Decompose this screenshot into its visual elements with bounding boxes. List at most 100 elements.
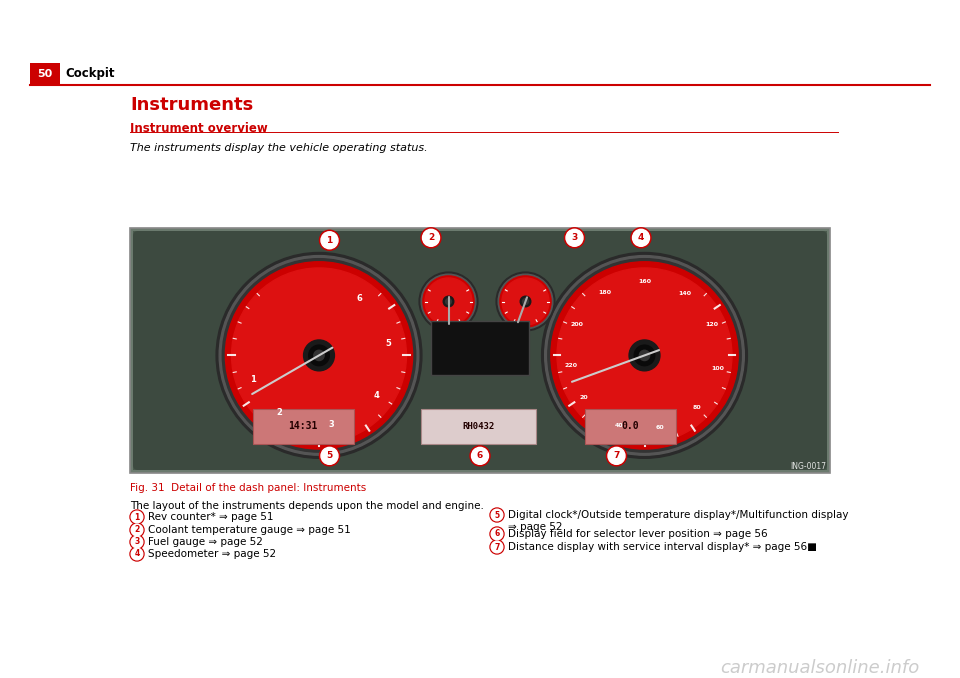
Text: 5: 5	[494, 511, 499, 519]
FancyBboxPatch shape	[420, 410, 536, 443]
Circle shape	[551, 262, 738, 449]
Circle shape	[629, 340, 660, 371]
Circle shape	[490, 527, 504, 541]
Circle shape	[130, 523, 144, 537]
Text: Fig. 31  Detail of the dash panel: Instruments: Fig. 31 Detail of the dash panel: Instru…	[130, 483, 367, 493]
Text: Instrument overview: Instrument overview	[130, 121, 268, 134]
Circle shape	[492, 528, 503, 540]
Text: 20: 20	[580, 395, 588, 401]
Circle shape	[132, 549, 143, 560]
Text: 7: 7	[494, 542, 500, 551]
Circle shape	[132, 511, 143, 523]
Circle shape	[444, 296, 454, 306]
Circle shape	[541, 252, 748, 458]
Circle shape	[130, 510, 144, 524]
Text: 6: 6	[356, 294, 362, 302]
Text: Display field for selector lever position ⇒ page 56: Display field for selector lever positio…	[508, 529, 768, 539]
FancyBboxPatch shape	[130, 228, 830, 473]
Circle shape	[520, 296, 531, 306]
Text: 3: 3	[571, 233, 578, 242]
Circle shape	[320, 231, 340, 250]
Text: ⇒ page 52: ⇒ page 52	[508, 522, 563, 532]
FancyBboxPatch shape	[30, 63, 60, 85]
FancyBboxPatch shape	[133, 231, 827, 470]
Circle shape	[557, 268, 732, 443]
Circle shape	[320, 446, 340, 466]
Text: 14:31: 14:31	[289, 422, 318, 431]
Text: 140: 140	[679, 291, 691, 296]
Text: 6: 6	[494, 530, 499, 538]
Text: 4: 4	[134, 549, 139, 559]
Circle shape	[216, 252, 421, 458]
Text: 60: 60	[656, 425, 664, 431]
Text: Cockpit: Cockpit	[65, 68, 114, 81]
Circle shape	[522, 298, 528, 304]
Text: 1: 1	[134, 513, 139, 521]
Circle shape	[492, 541, 503, 553]
Circle shape	[445, 298, 451, 304]
Circle shape	[496, 272, 555, 331]
Circle shape	[639, 351, 650, 361]
Circle shape	[421, 228, 441, 247]
Text: 220: 220	[564, 363, 578, 368]
Text: 5: 5	[326, 452, 332, 460]
Circle shape	[132, 524, 143, 536]
Text: 200: 200	[571, 321, 584, 327]
Circle shape	[420, 272, 478, 331]
Circle shape	[130, 547, 144, 561]
Text: 4: 4	[637, 233, 644, 242]
Circle shape	[548, 259, 741, 452]
Text: 7: 7	[613, 452, 620, 460]
Circle shape	[422, 229, 440, 246]
Circle shape	[231, 268, 406, 443]
Circle shape	[500, 276, 551, 327]
Circle shape	[492, 509, 503, 521]
Circle shape	[314, 351, 324, 361]
Circle shape	[566, 229, 583, 246]
Text: 100: 100	[711, 365, 724, 371]
Text: 160: 160	[638, 279, 651, 284]
Text: Digital clock*/Outside temperature display*/Multifunction display: Digital clock*/Outside temperature displ…	[508, 510, 849, 520]
Circle shape	[303, 340, 334, 371]
Circle shape	[226, 262, 413, 449]
Circle shape	[564, 228, 585, 247]
Circle shape	[607, 446, 627, 466]
Circle shape	[321, 447, 338, 464]
Text: 6: 6	[477, 452, 483, 460]
Text: 3: 3	[328, 420, 334, 428]
Text: Instruments: Instruments	[130, 96, 253, 114]
Circle shape	[502, 278, 549, 325]
Text: 40: 40	[614, 422, 623, 428]
Text: Speedometer ⇒ page 52: Speedometer ⇒ page 52	[148, 549, 276, 559]
Text: The layout of the instruments depends upon the model and engine.: The layout of the instruments depends up…	[130, 501, 484, 511]
Circle shape	[498, 274, 553, 329]
Circle shape	[631, 228, 651, 247]
Text: 50: 50	[37, 69, 53, 79]
Text: 0.0: 0.0	[622, 422, 639, 431]
Text: 2: 2	[134, 525, 139, 534]
Circle shape	[633, 229, 650, 246]
Text: Fuel gauge ⇒ page 52: Fuel gauge ⇒ page 52	[148, 537, 263, 547]
Text: 1: 1	[326, 236, 332, 245]
Circle shape	[223, 259, 416, 452]
Circle shape	[132, 536, 143, 548]
Circle shape	[608, 447, 625, 464]
Circle shape	[219, 256, 419, 455]
Circle shape	[544, 256, 744, 455]
Circle shape	[425, 278, 472, 325]
Circle shape	[321, 232, 338, 249]
Text: 4: 4	[373, 391, 379, 400]
Text: The instruments display the vehicle operating status.: The instruments display the vehicle oper…	[130, 143, 427, 153]
Text: 3: 3	[134, 538, 139, 546]
Text: Distance display with service interval display* ⇒ page 56■: Distance display with service interval d…	[508, 542, 817, 552]
Text: 1: 1	[251, 375, 256, 384]
FancyBboxPatch shape	[585, 410, 676, 443]
Text: 2: 2	[276, 408, 282, 417]
Text: carmanualsonline.info: carmanualsonline.info	[720, 659, 920, 677]
Text: 120: 120	[706, 321, 718, 327]
Circle shape	[470, 446, 490, 466]
FancyBboxPatch shape	[133, 231, 827, 470]
Text: Rev counter* ⇒ page 51: Rev counter* ⇒ page 51	[148, 512, 274, 522]
Text: ING-0017: ING-0017	[790, 462, 826, 471]
FancyBboxPatch shape	[252, 410, 354, 443]
